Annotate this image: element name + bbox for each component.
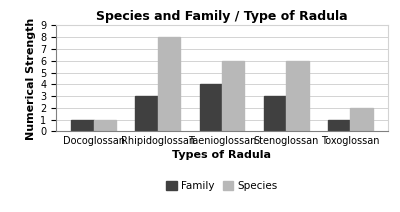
- Y-axis label: Numerical Strength: Numerical Strength: [26, 17, 36, 139]
- Bar: [222, 61, 244, 131]
- X-axis label: Types of Radula: Types of Radula: [172, 151, 272, 160]
- Bar: [71, 120, 94, 131]
- Bar: [94, 120, 116, 131]
- Legend: Family, Species: Family, Species: [162, 177, 282, 195]
- Bar: [264, 96, 286, 131]
- Bar: [135, 96, 158, 131]
- Bar: [200, 84, 222, 131]
- Bar: [328, 120, 350, 131]
- Bar: [350, 108, 373, 131]
- Bar: [158, 37, 180, 131]
- Title: Species and Family / Type of Radula: Species and Family / Type of Radula: [96, 10, 348, 23]
- Bar: [286, 61, 309, 131]
